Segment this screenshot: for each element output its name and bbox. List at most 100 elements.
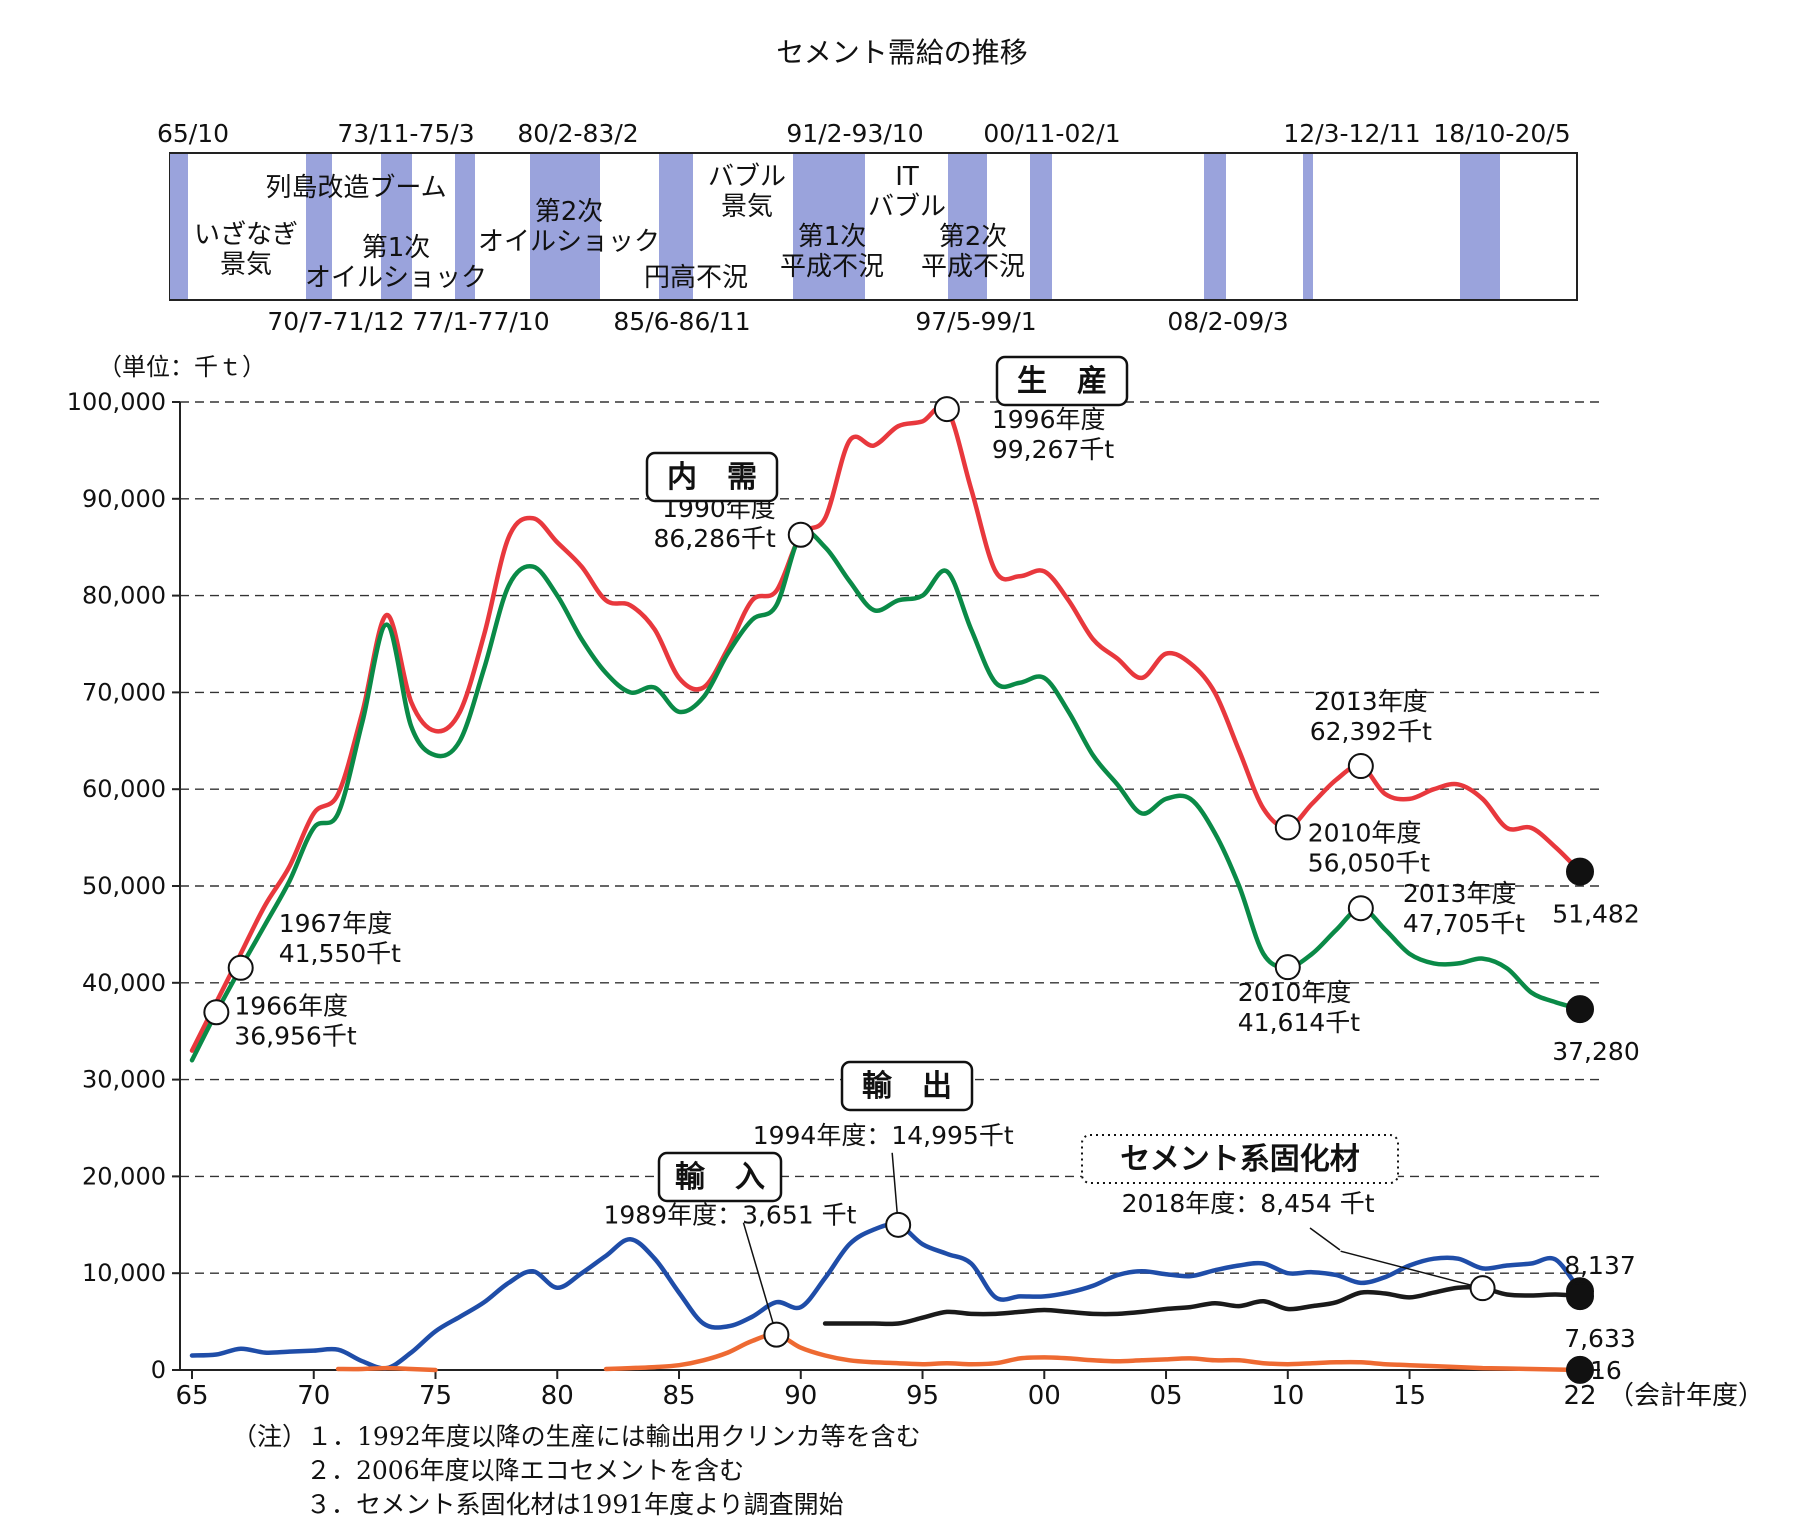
period-label: 77/1-77/10 [412, 307, 549, 336]
period-label: 70/7-71/12 [267, 307, 404, 336]
x-tick-label: 00 [1028, 1381, 1061, 1411]
series-line-domestic_demand [189, 529, 1583, 1063]
annotation-label: 86,286千t [653, 524, 775, 553]
era-label: 第1次 [362, 233, 431, 263]
period-band [1303, 154, 1313, 299]
period-band [1030, 154, 1052, 299]
x-tick-label: 65 [175, 1381, 208, 1411]
data-point-marker [1274, 814, 1301, 841]
period-label: 18/10-20/5 [1433, 119, 1570, 148]
unit-label: （単位：千ｔ） [98, 353, 266, 381]
period-label: 08/2-09/3 [1167, 307, 1288, 336]
period-label: 00/11-02/1 [983, 119, 1120, 148]
annotation-label: 99,267千t [992, 435, 1114, 464]
data-point-marker [933, 396, 960, 423]
series-label-box [840, 1060, 974, 1112]
economic-period-timeline: 65/10 70/7-71/12 73/11-75/3 77/1-77/10 80/2-… [157, 119, 1578, 336]
y-tick-label: 30,000 [82, 1066, 166, 1094]
y-tick-label: 80,000 [82, 582, 166, 610]
x-tick-label: 10 [1271, 1381, 1304, 1411]
data-point-marker [763, 1321, 790, 1348]
chart-title: セメント需給の推移 [776, 36, 1027, 69]
era-label: 円高不況 [644, 263, 748, 293]
plot-area: 0 10,000 20,000 30,000 40,000 50,000 60,000 70,… [67, 355, 1640, 1411]
x-tick-label: 85 [662, 1381, 695, 1411]
note-2: ２．2006年度以降エコセメントを含む [306, 1456, 745, 1485]
period-band [170, 154, 188, 299]
x-axis-label: （会計年度） [1608, 1381, 1764, 1411]
x-tick-label: 75 [419, 1381, 452, 1411]
note-1: （注）１．1992年度以降の生産には輸出用クリンカ等を含む [232, 1422, 921, 1451]
series-line-solidifier [822, 1284, 1583, 1327]
y-tick-label: 10,000 [82, 1259, 166, 1287]
period-band [306, 154, 332, 299]
annotation-label: 2010年度 [1308, 818, 1422, 847]
y-tick-label: 50,000 [82, 872, 166, 900]
period-band [659, 154, 693, 299]
era-label: 平成不況 [921, 252, 1025, 282]
period-band [381, 154, 412, 299]
period-label: 12/3-12/11 [1283, 119, 1420, 148]
annotation-label: 8,137 [1564, 1251, 1636, 1280]
era-label: バブル [708, 162, 786, 192]
period-label: 73/11-75/3 [337, 119, 474, 148]
annotation-label: 1967年度 [279, 909, 393, 938]
data-point-marker [885, 1211, 912, 1238]
x-tick-label: 70 [297, 1381, 330, 1411]
annotation-label: 62,392千t [1310, 717, 1432, 746]
era-label: 平成不況 [780, 252, 884, 282]
annotation-leader-line [1340, 1250, 1483, 1289]
annotation-label: 41,550千t [279, 939, 401, 968]
period-label: 97/5-99/1 [915, 307, 1036, 336]
period-band [530, 154, 600, 299]
period-band [455, 154, 475, 299]
period-label: 65/10 [157, 119, 229, 148]
era-label: IT [895, 162, 919, 192]
end-point-marker [1566, 1355, 1594, 1384]
era-label: 第2次 [535, 197, 604, 227]
era-label: 列島改造ブーム [265, 173, 446, 203]
era-label: 景気 [220, 250, 272, 280]
y-tick-label: 70,000 [82, 678, 166, 706]
data-point-marker [1347, 895, 1374, 922]
annotation-label: 1966年度 [234, 991, 348, 1020]
annotation-label: 41,614千t [1238, 1008, 1360, 1037]
y-tick-label: 20,000 [82, 1162, 166, 1190]
data-point-marker [1274, 954, 1301, 981]
annotation-label: 51,482 [1552, 900, 1639, 929]
y-tick-label: 60,000 [82, 775, 166, 803]
annotation-label: 37,280 [1552, 1037, 1639, 1066]
x-tick-label: 90 [784, 1381, 817, 1411]
annotation-label: 2018年度：8,454 千t [1122, 1189, 1375, 1218]
data-point-marker [227, 954, 254, 981]
annotation-leader-line [1309, 1227, 1341, 1251]
series-label-text: 輸 出 [862, 1069, 952, 1104]
series-label-box [1081, 1134, 1399, 1184]
data-point-marker [203, 999, 230, 1026]
series-line-exports [189, 1221, 1583, 1371]
period-label: 80/2-83/2 [517, 119, 638, 148]
data-point-marker [1469, 1275, 1496, 1302]
data-point-marker [1347, 753, 1374, 780]
series-label-box [645, 451, 779, 503]
end-point-marker [1566, 995, 1594, 1024]
annotation-label: 16 [1590, 1356, 1622, 1385]
era-label: オイルショック [478, 227, 660, 257]
annotation-label: 2013年度 [1403, 879, 1517, 908]
annotation-label: 1996年度 [992, 405, 1106, 434]
period-band [1460, 154, 1500, 299]
era-label: バブル [868, 192, 946, 222]
period-band [793, 154, 865, 299]
y-tick-label: 90,000 [82, 485, 166, 513]
series-label-text: 内 需 [667, 460, 757, 495]
period-label: 91/2-93/10 [786, 119, 923, 148]
annotation-label: 36,956千t [234, 1021, 356, 1050]
annotation-label: 7,633 [1564, 1324, 1636, 1353]
series-label-box [995, 355, 1129, 407]
era-label: オイルショック [305, 263, 487, 293]
x-tick-label: 80 [541, 1381, 574, 1411]
series-line-imports [335, 1365, 438, 1373]
data-point-marker [787, 521, 814, 548]
annotation-label: 1989年度：3,651 千t [603, 1201, 856, 1230]
